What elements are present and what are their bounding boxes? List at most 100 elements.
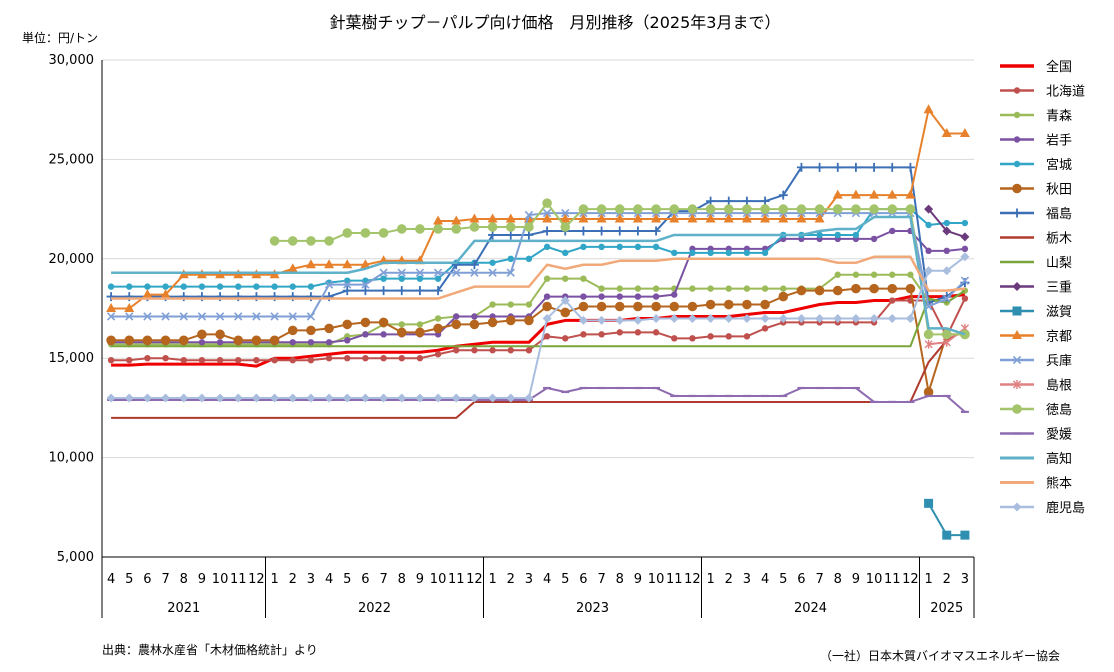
legend-label: 福島 [1046, 207, 1072, 222]
data-point [851, 204, 861, 214]
data-point [342, 286, 352, 296]
data-point [451, 319, 462, 330]
legend-label: 山梨 [1046, 256, 1072, 271]
legend-item: 愛媛 [1000, 428, 1072, 443]
data-point [723, 213, 734, 223]
data-point [796, 204, 807, 214]
data-point [379, 393, 389, 403]
data-point [396, 327, 407, 338]
x-tick-label: 3 [525, 572, 533, 587]
series-line [274, 202, 965, 336]
data-point [614, 301, 625, 312]
data-point [652, 293, 660, 300]
data-point [834, 231, 841, 239]
data-point [869, 204, 879, 214]
x-tick-label: 6 [579, 572, 587, 587]
year-label: 2021 [167, 601, 200, 616]
data-point [1013, 136, 1021, 143]
x-tick-label: 9 [198, 572, 206, 587]
data-point [507, 347, 514, 354]
data-point [1012, 404, 1022, 414]
data-point [869, 283, 879, 294]
data-point [144, 283, 151, 290]
data-point [415, 393, 425, 403]
data-point [651, 313, 661, 323]
data-point [580, 331, 587, 338]
data-point [269, 335, 280, 346]
data-point [651, 204, 661, 214]
data-point [814, 213, 825, 223]
data-point [942, 266, 952, 276]
data-point [651, 226, 661, 236]
data-point [415, 286, 425, 296]
data-point [433, 393, 443, 403]
data-point [143, 312, 152, 321]
x-tick-label: 9 [634, 572, 642, 587]
x-tick-label: 6 [143, 572, 151, 587]
data-point [671, 335, 678, 342]
x-tick-label: 2 [507, 572, 515, 587]
legend-label: 高知 [1046, 451, 1072, 467]
data-point [1012, 330, 1022, 339]
data-point [343, 280, 352, 289]
x-tick-label: 7 [815, 572, 823, 587]
data-point [270, 312, 279, 321]
data-point [560, 222, 571, 232]
data-point [815, 162, 825, 172]
data-point [469, 213, 480, 223]
data-point [634, 285, 642, 292]
x-tick-label: 9 [416, 572, 424, 587]
legend-label: 青森 [1046, 109, 1072, 124]
data-point [778, 291, 789, 302]
data-point [434, 315, 442, 322]
data-point [398, 321, 405, 328]
x-tick-label: 11 [666, 572, 683, 587]
x-tick-label: 6 [797, 572, 805, 587]
x-tick-label: 9 [852, 572, 860, 587]
data-point [889, 297, 896, 304]
data-point [743, 333, 751, 340]
data-point [378, 317, 389, 328]
data-point [487, 222, 498, 232]
data-point [1012, 183, 1022, 194]
x-tick-label: 5 [343, 572, 351, 587]
y-tick-label: 30,000 [49, 53, 95, 68]
data-point [306, 393, 316, 403]
x-tick-label: 2 [725, 572, 733, 587]
data-point [361, 280, 370, 289]
data-point [306, 325, 316, 336]
x-tick-label: 12 [248, 572, 265, 587]
legend-item: 秋田 [1000, 183, 1072, 198]
data-point [852, 271, 860, 278]
data-point [434, 351, 442, 358]
data-point [433, 224, 443, 234]
data-point [687, 204, 698, 214]
x-tick-label: 3 [961, 572, 969, 587]
data-point [362, 355, 369, 362]
data-point [961, 295, 969, 302]
data-point [632, 213, 643, 223]
data-point [669, 213, 680, 223]
data-point [179, 312, 188, 321]
data-point [687, 213, 698, 223]
legend-label: 宮城 [1046, 157, 1072, 173]
data-point [451, 393, 461, 403]
data-point [760, 299, 770, 310]
data-point [1012, 380, 1022, 389]
data-point [706, 196, 716, 206]
data-point [451, 224, 462, 234]
data-point [562, 275, 569, 282]
data-point [743, 285, 751, 292]
x-tick-label: 11 [230, 572, 247, 587]
data-point [434, 275, 442, 282]
series-鹿児島 [106, 252, 970, 403]
data-point [489, 301, 496, 308]
data-point [833, 313, 843, 323]
legend-label: 三重 [1046, 280, 1072, 296]
data-point [943, 219, 950, 227]
legend-item: 山梨 [1000, 256, 1072, 271]
data-point [507, 301, 514, 308]
data-point [144, 355, 151, 362]
data-point [396, 224, 407, 234]
data-point [287, 236, 298, 246]
